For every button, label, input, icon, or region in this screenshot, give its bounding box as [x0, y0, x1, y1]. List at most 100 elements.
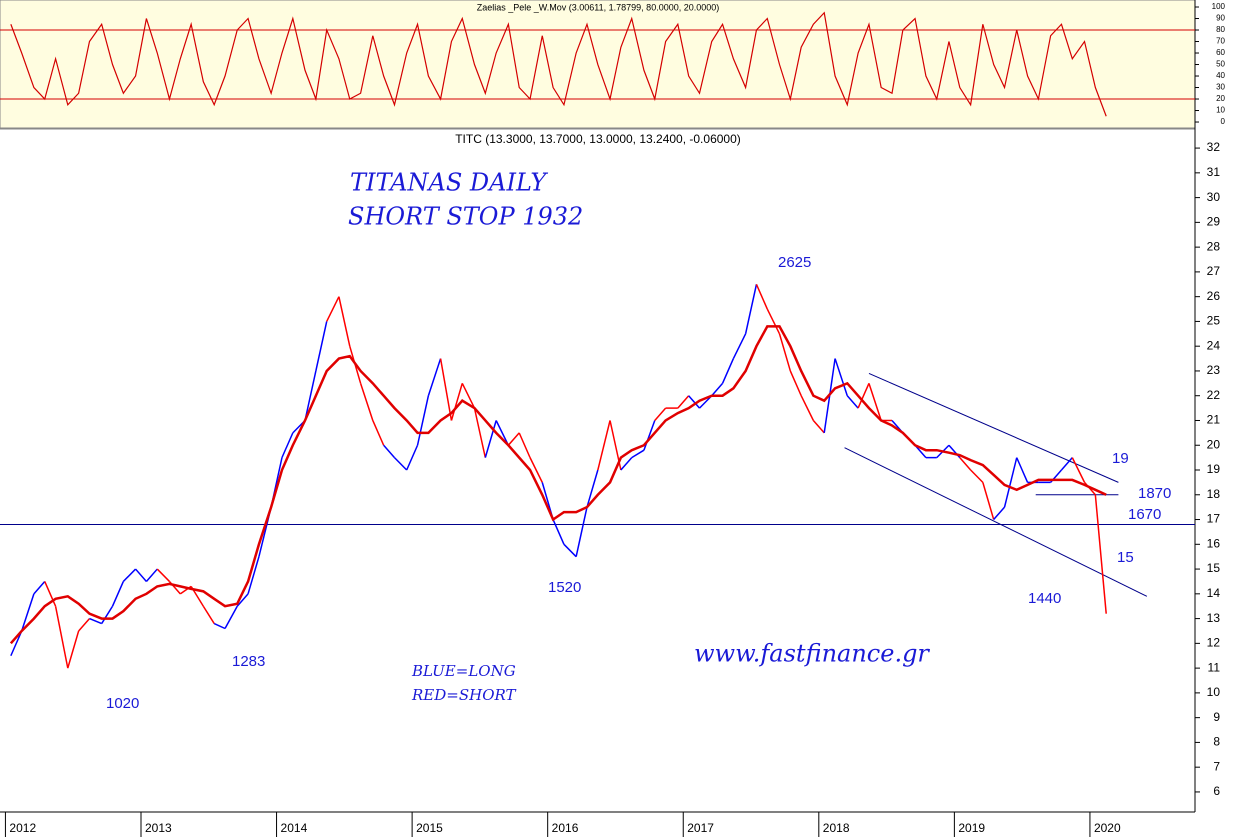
price-segment: [20, 593, 35, 632]
price-segment: [145, 568, 158, 582]
price-segment: [868, 383, 882, 421]
y-tick-label: 32: [1207, 140, 1221, 154]
y-tick-label: 21: [1207, 413, 1221, 427]
annotation: 2625: [778, 254, 811, 271]
y-tick-label: 6: [1213, 784, 1220, 798]
x-tick-label: 2019: [958, 821, 985, 835]
price-segment: [156, 568, 170, 582]
oscillator-title: Zaelias _Pele _W.Mov (3.00611, 1.78799, …: [477, 2, 720, 12]
annotation: 1520: [548, 579, 581, 596]
price-segment: [383, 444, 396, 459]
price-segment: [586, 469, 599, 508]
price-segment: [122, 568, 137, 582]
y-tick-label: 31: [1207, 165, 1221, 179]
price-segment: [33, 580, 46, 595]
price-segment: [518, 432, 531, 458]
y-tick-label: 19: [1207, 462, 1221, 476]
price-segment: [67, 630, 80, 669]
y-tick-label: 7: [1213, 759, 1220, 773]
annotation: 19: [1112, 450, 1129, 467]
annotation: RED=SHORT: [411, 686, 517, 704]
annotation: SHORT STOP 1932: [348, 203, 583, 231]
price-segment: [620, 457, 633, 471]
x-tick-label: 2014: [281, 821, 308, 835]
price-segment: [982, 482, 995, 520]
y-tick-label: 11: [1208, 660, 1221, 674]
y-tick-label: 80: [1216, 25, 1225, 34]
y-tick-label: 8: [1213, 735, 1220, 749]
price-segment: [450, 383, 463, 421]
annotation: BLUE=LONG: [411, 662, 516, 680]
price-segment: [834, 358, 848, 396]
price-segment: [1003, 457, 1018, 508]
y-tick-label: 100: [1212, 2, 1226, 11]
annotation: www.fastfinance.gr: [694, 640, 930, 668]
price-segment: [529, 457, 543, 483]
price-segment: [89, 617, 102, 625]
price-segment: [654, 407, 667, 421]
price-segment: [281, 432, 294, 458]
x-tick-label: 2018: [823, 821, 850, 835]
y-tick-label: 24: [1207, 338, 1221, 352]
price-segment: [721, 358, 735, 384]
price-segment: [461, 383, 476, 409]
price-segment: [677, 395, 690, 409]
series-line: [10, 11, 1107, 117]
trend-line: [844, 447, 1148, 597]
annotation: 1870: [1138, 485, 1171, 502]
y-tick-label: 25: [1207, 314, 1221, 328]
y-tick-label: 60: [1216, 48, 1225, 57]
annotation: 15: [1117, 549, 1134, 566]
x-tick-label: 2015: [416, 821, 443, 835]
price-segment: [224, 605, 238, 629]
y-tick-label: 70: [1216, 37, 1225, 46]
price-segment: [473, 407, 487, 458]
price-segment: [631, 449, 645, 459]
y-tick-label: 22: [1207, 388, 1221, 402]
price-segment: [970, 469, 984, 483]
price-segment: [857, 383, 870, 409]
y-tick-label: 30: [1216, 83, 1225, 92]
y-tick-label: 15: [1207, 561, 1221, 575]
y-tick-label: 10: [1216, 106, 1225, 115]
y-tick-label: 27: [1207, 264, 1221, 278]
price-segment: [247, 556, 260, 595]
price-segment: [507, 432, 520, 446]
y-tick-label: 18: [1207, 487, 1221, 501]
price-segment: [427, 358, 442, 396]
price-segment: [416, 395, 430, 446]
y-tick-label: 20: [1216, 94, 1225, 103]
price-segment: [10, 630, 23, 657]
y-tick-label: 17: [1207, 512, 1221, 526]
y-tick-label: 29: [1207, 215, 1221, 229]
price-segment: [778, 333, 792, 372]
x-tick-label: 2013: [145, 821, 172, 835]
y-tick-label: 20: [1207, 437, 1221, 451]
price-segment: [315, 321, 328, 372]
x-tick-label: 2012: [9, 821, 36, 835]
price-segment: [111, 581, 125, 607]
series-line: [9, 325, 1107, 645]
price-segment: [304, 370, 317, 421]
price-segment: [101, 605, 114, 624]
price-segment: [236, 593, 249, 607]
price-title: TITC (13.3000, 13.7000, 13.0000, 13.2400…: [455, 132, 741, 146]
price-segment: [732, 333, 747, 359]
price-segment: [439, 358, 453, 421]
y-tick-label: 10: [1207, 685, 1221, 699]
y-tick-label: 14: [1207, 586, 1221, 600]
x-tick-label: 2017: [687, 821, 714, 835]
y-tick-label: 50: [1216, 60, 1225, 69]
y-tick-label: 13: [1207, 611, 1221, 625]
price-segment: [359, 383, 374, 421]
price-segment: [552, 519, 565, 545]
price-segment: [597, 420, 611, 471]
price-segment: [44, 581, 57, 607]
price-segment: [78, 618, 91, 632]
annotation: TITANAS DAILY: [350, 169, 548, 197]
price-segment: [495, 420, 510, 446]
price-segment: [393, 457, 408, 471]
price-segment: [711, 382, 724, 397]
price-segment: [846, 395, 859, 409]
